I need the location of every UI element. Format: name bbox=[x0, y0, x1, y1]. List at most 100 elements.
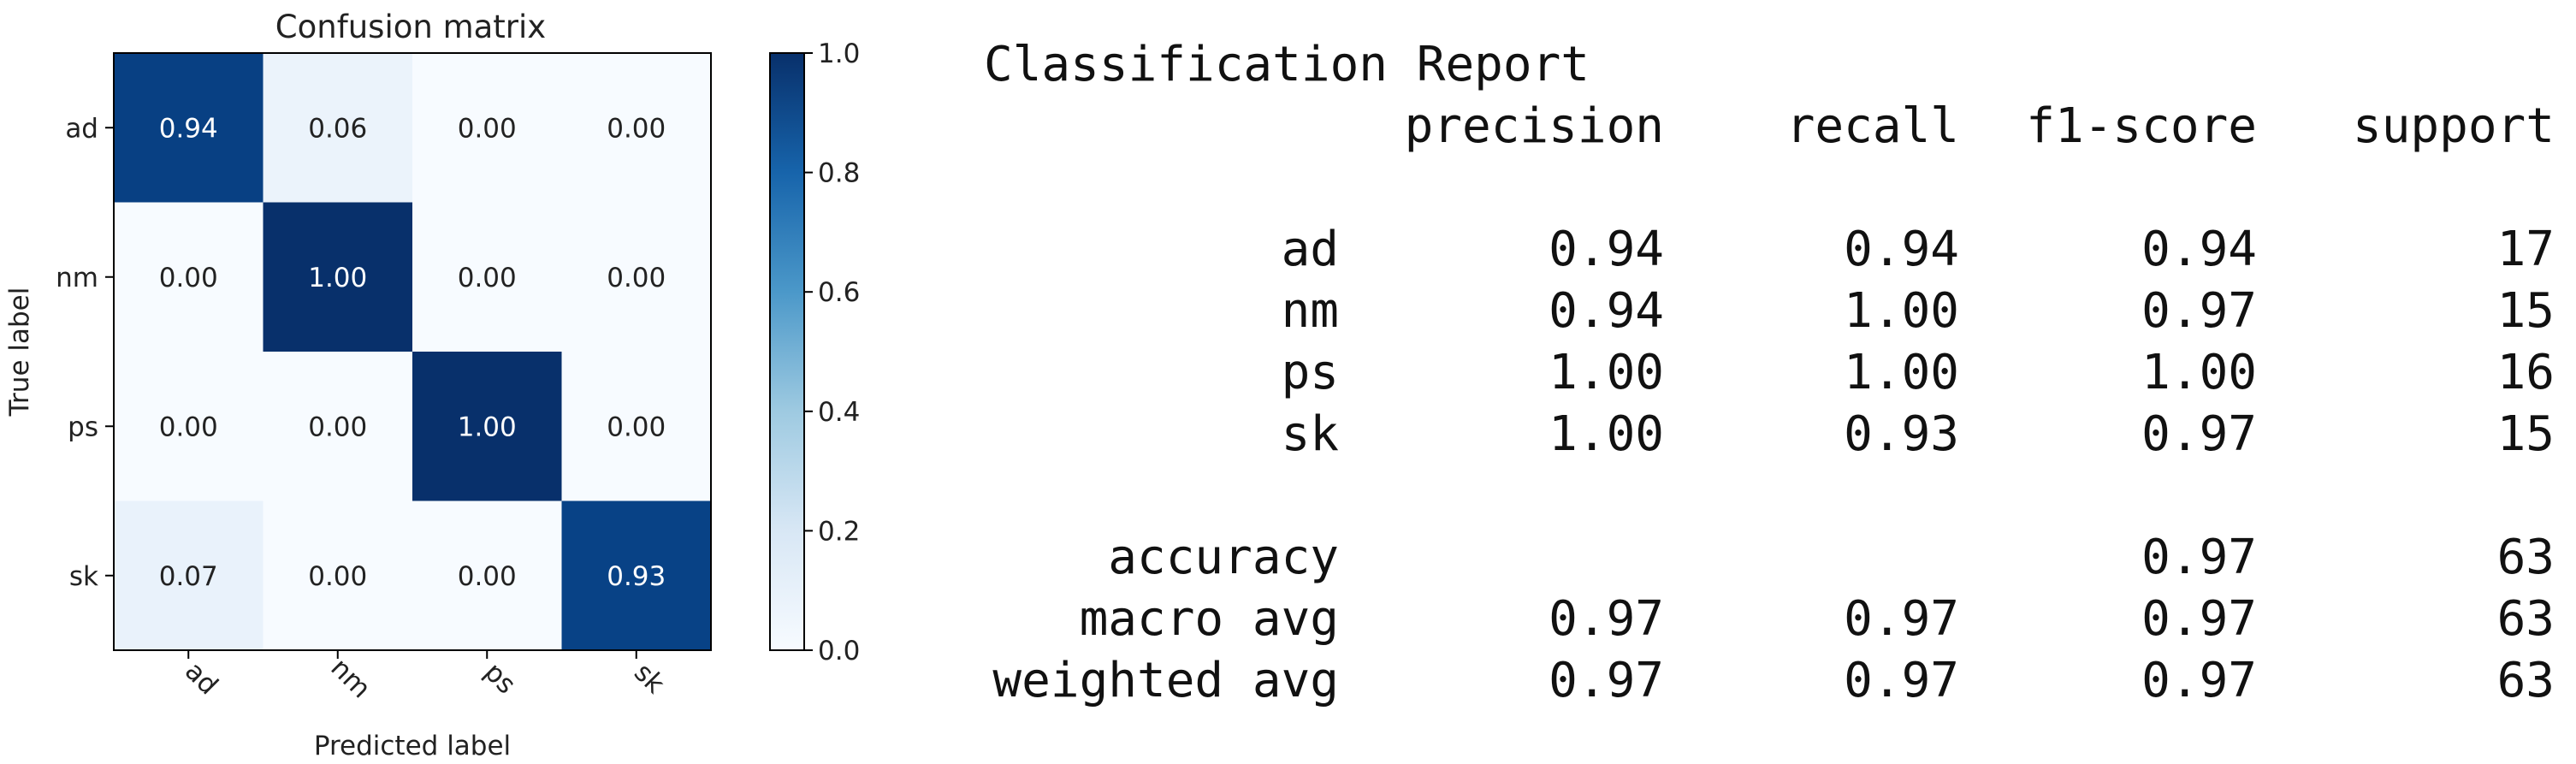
classification-report: Classification Report precision recall f1-… bbox=[984, 34, 2567, 761]
y-tick-label: ad bbox=[65, 113, 98, 144]
report-cell-recall: 0.97 bbox=[1844, 653, 1959, 708]
heatmap-cell-label: 0.94 bbox=[159, 113, 218, 144]
report-row: nm 0.94 1.00 0.97 15 bbox=[984, 281, 2567, 342]
report-cell-precision: 0.94 bbox=[1549, 283, 1664, 339]
heatmap-cell bbox=[263, 500, 413, 651]
report-row: ps 1.00 1.00 1.00 16 bbox=[984, 342, 2567, 404]
y-tick-label: ps bbox=[68, 412, 98, 442]
x-tick-label: sk bbox=[628, 657, 671, 700]
plot-frame bbox=[113, 52, 712, 651]
colorbar-ticks: 0.0 0.2 0.4 0.6 0.8 1.0 bbox=[804, 38, 860, 666]
x-axis-label: Predicted label bbox=[314, 731, 511, 761]
report-row: ad 0.94 0.94 0.94 17 bbox=[984, 219, 2567, 281]
report-cell-support: 16 bbox=[2496, 345, 2555, 400]
report-cell-precision: precision bbox=[1404, 98, 1664, 154]
heatmap-cell bbox=[412, 500, 562, 651]
heatmap-cell-label: 1.00 bbox=[308, 263, 367, 293]
x-tick-label: nm bbox=[324, 653, 376, 705]
colorbar-tick-label: 1.0 bbox=[818, 38, 860, 69]
report-row-label: ps bbox=[1281, 345, 1339, 400]
heatmap-cell-label: 0.00 bbox=[458, 113, 517, 144]
report-cell-support: 63 bbox=[2496, 653, 2555, 708]
heatmap-cell-label: 0.93 bbox=[607, 561, 666, 592]
report-row-label: nm bbox=[1281, 283, 1339, 339]
report-cell-support: support bbox=[2352, 98, 2555, 154]
report-row-label: ad bbox=[1281, 222, 1339, 277]
report-row: macro avg 0.97 0.97 0.97 63 bbox=[984, 589, 2567, 650]
colorbar-tick-label: 0.8 bbox=[818, 158, 860, 189]
heatmap-cell bbox=[412, 53, 562, 203]
heatmap-cell-label: 0.06 bbox=[308, 113, 367, 144]
heatmap-cell-label: 1.00 bbox=[458, 412, 517, 442]
report-cell-f1-score: 0.97 bbox=[2141, 653, 2257, 708]
heatmap-cell bbox=[561, 53, 712, 203]
confusion-matrix-chart: Confusion matrix 0.94 0.06 0.00 0.00 0.00 1.0… bbox=[4, 9, 860, 761]
heatmap-cell bbox=[412, 352, 562, 501]
heatmap-cell-label: 0.07 bbox=[159, 561, 218, 592]
report-cell-f1-score: 0.97 bbox=[2141, 530, 2257, 585]
heatmap-cell-label: 0.00 bbox=[458, 561, 517, 592]
report-cell-f1-score: 0.97 bbox=[2141, 406, 2257, 462]
report-cell-f1-score: f1-score bbox=[2026, 98, 2257, 154]
report-cell-f1-score: 0.94 bbox=[2141, 222, 2257, 277]
report-cell-precision: 0.94 bbox=[1549, 222, 1664, 277]
heatmap-cell bbox=[114, 352, 264, 501]
heatmap-cell-label: 0.00 bbox=[458, 263, 517, 293]
x-tick-label: ad bbox=[179, 656, 224, 702]
report-header-row: precision recall f1-score support bbox=[984, 96, 2567, 157]
report-row: sk 1.00 0.93 0.97 15 bbox=[984, 404, 2567, 465]
report-cell-f1-score: 1.00 bbox=[2141, 345, 2257, 400]
report-row: weighted avg 0.97 0.97 0.97 63 bbox=[984, 650, 2567, 712]
report-cell-recall: recall bbox=[1785, 98, 1959, 154]
heatmap-cell-label: 0.00 bbox=[607, 412, 666, 442]
report-cell-f1-score: 0.97 bbox=[2141, 283, 2257, 339]
heatmap-cell-label: 0.00 bbox=[607, 263, 666, 293]
report-cell-recall: 1.00 bbox=[1844, 283, 1959, 339]
chart-title: Confusion matrix bbox=[275, 9, 546, 45]
y-tick-label: nm bbox=[56, 263, 98, 293]
report-title: Classification Report bbox=[984, 37, 1590, 92]
report-row-label: weighted avg bbox=[992, 653, 1339, 708]
report-row: accuracy 0.97 63 bbox=[984, 527, 2567, 589]
colorbar-tick-label: 0.2 bbox=[818, 516, 860, 547]
x-axis-ticks: ad nm ps sk bbox=[179, 650, 671, 704]
colorbar-tick-label: 0.0 bbox=[818, 636, 860, 666]
colorbar-tick-label: 0.4 bbox=[818, 397, 860, 428]
heatmap-cells bbox=[114, 53, 712, 651]
heatmap-cell bbox=[561, 500, 712, 651]
report-row-label: accuracy bbox=[1108, 530, 1339, 585]
colorbar-tick-label: 0.6 bbox=[818, 277, 860, 308]
report-cell-support: 15 bbox=[2496, 406, 2555, 462]
colorbar bbox=[769, 52, 805, 651]
heatmap-cell bbox=[263, 202, 413, 352]
report-cell-f1-score: 0.97 bbox=[2141, 591, 2257, 647]
y-axis-ticks: ad nm ps sk bbox=[56, 113, 114, 592]
heatmap-cell bbox=[412, 202, 562, 352]
heatmap-cell-labels: 0.94 0.06 0.00 0.00 0.00 1.00 0.00 0.00 0.00 0.00… bbox=[159, 113, 666, 592]
heatmap-cell bbox=[561, 202, 712, 352]
y-tick-label: sk bbox=[69, 561, 98, 592]
report-cell-support: 63 bbox=[2496, 530, 2555, 585]
heatmap-cell-label: 0.00 bbox=[308, 412, 367, 442]
report-cell-support: 15 bbox=[2496, 283, 2555, 339]
heatmap-cell bbox=[114, 202, 264, 352]
report-cell-recall: 1.00 bbox=[1844, 345, 1959, 400]
report-cell-precision: 0.97 bbox=[1549, 653, 1664, 708]
heatmap-cell-label: 0.00 bbox=[607, 113, 666, 144]
report-cell-recall: 0.97 bbox=[1844, 591, 1959, 647]
y-axis-label: True label bbox=[4, 287, 35, 418]
report-row-label: macro avg bbox=[1079, 591, 1339, 647]
heatmap-cell-label: 0.00 bbox=[159, 263, 218, 293]
report-cell-precision: 1.00 bbox=[1549, 345, 1664, 400]
report-cell-precision: 1.00 bbox=[1549, 406, 1664, 462]
x-tick-label: ps bbox=[478, 657, 522, 701]
heatmap-cell bbox=[263, 352, 413, 501]
report-cell-recall: 0.93 bbox=[1844, 406, 1959, 462]
report-cell-support: 17 bbox=[2496, 222, 2555, 277]
report-cell-precision: 0.97 bbox=[1549, 591, 1664, 647]
heatmap-cell bbox=[561, 352, 712, 501]
heatmap-cell-label: 0.00 bbox=[159, 412, 218, 442]
heatmap-cell-label: 0.00 bbox=[308, 561, 367, 592]
heatmap-cell bbox=[114, 500, 264, 651]
report-cell-recall: 0.94 bbox=[1844, 222, 1959, 277]
